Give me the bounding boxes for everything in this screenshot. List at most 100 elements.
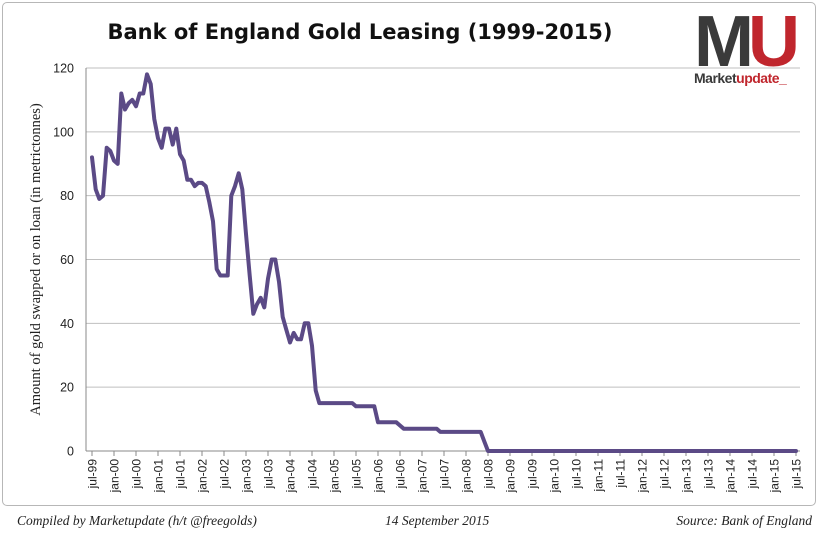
data-point bbox=[94, 187, 98, 191]
data-point bbox=[284, 328, 288, 332]
data-point bbox=[306, 321, 310, 325]
data-point bbox=[156, 136, 160, 140]
data-point bbox=[255, 302, 259, 306]
x-tick-label: jul-99 bbox=[86, 459, 100, 490]
data-point bbox=[222, 273, 226, 277]
y-tick-label: 40 bbox=[60, 317, 74, 331]
data-point bbox=[354, 404, 358, 408]
data-point bbox=[127, 101, 131, 105]
x-tick-label: jul-00 bbox=[130, 459, 144, 490]
x-tick-label: jan-07 bbox=[416, 459, 430, 494]
data-point bbox=[277, 280, 281, 284]
logo-wordmark: Marketupdate_ bbox=[694, 70, 787, 86]
data-point bbox=[185, 178, 189, 182]
y-tick-label: 120 bbox=[53, 62, 74, 76]
data-point bbox=[182, 159, 186, 163]
data-point bbox=[218, 273, 222, 277]
chart-frame bbox=[2, 2, 816, 506]
data-point bbox=[226, 273, 230, 277]
data-point bbox=[160, 146, 164, 150]
data-point bbox=[251, 312, 255, 316]
data-point bbox=[141, 92, 145, 96]
data-point bbox=[119, 92, 123, 96]
data-point bbox=[149, 82, 153, 86]
data-point bbox=[794, 449, 798, 453]
x-tick-label: jan-15 bbox=[768, 459, 782, 494]
data-point bbox=[438, 430, 442, 434]
x-tick-label: jul-15 bbox=[790, 459, 804, 490]
data-point bbox=[229, 194, 233, 198]
data-point bbox=[244, 232, 248, 236]
data-point bbox=[248, 273, 252, 277]
data-point bbox=[97, 197, 101, 201]
data-point bbox=[112, 159, 116, 163]
data-point bbox=[479, 430, 483, 434]
data-point bbox=[116, 162, 120, 166]
marketupdate-logo: MU Marketupdate_ bbox=[694, 6, 812, 92]
data-point bbox=[101, 194, 105, 198]
data-point bbox=[372, 404, 376, 408]
data-point bbox=[292, 331, 296, 335]
data-point bbox=[288, 340, 292, 344]
logo-word-update: update_ bbox=[736, 70, 787, 86]
logo-mark: MU bbox=[694, 6, 812, 78]
data-point bbox=[314, 388, 318, 392]
data-point bbox=[376, 420, 380, 424]
gridlines bbox=[86, 67, 800, 388]
data-point bbox=[325, 401, 329, 405]
data-point bbox=[281, 315, 285, 319]
x-tick-label: jan-13 bbox=[680, 459, 694, 494]
data-point bbox=[350, 401, 354, 405]
data-point bbox=[152, 117, 156, 121]
data-point bbox=[174, 127, 178, 131]
y-tick-label: 0 bbox=[67, 445, 74, 459]
data-point bbox=[398, 423, 402, 427]
logo-letter-m: M bbox=[694, 2, 754, 82]
x-tick-label: jan-12 bbox=[636, 459, 650, 494]
x-tick-label: jul-13 bbox=[702, 459, 716, 490]
data-point bbox=[394, 420, 398, 424]
data-point bbox=[303, 321, 307, 325]
data-point bbox=[270, 258, 274, 261]
x-tick-label: jul-06 bbox=[394, 459, 408, 490]
axes bbox=[85, 68, 800, 456]
x-tick-label: jan-05 bbox=[328, 459, 342, 494]
data-point bbox=[295, 337, 299, 341]
footer-source: Source: Bank of England bbox=[676, 513, 812, 528]
data-point bbox=[211, 219, 215, 223]
data-point bbox=[299, 337, 303, 341]
data-point bbox=[167, 127, 171, 131]
x-tick-label: jan-01 bbox=[152, 459, 166, 494]
data-point bbox=[240, 187, 244, 191]
logo-word-market: Market bbox=[694, 70, 737, 86]
data-point bbox=[138, 92, 142, 96]
footer-date: 14 September 2015 bbox=[385, 513, 490, 528]
data-point bbox=[486, 449, 490, 453]
chart-title: Bank of England Gold Leasing (1999-2015) bbox=[107, 20, 613, 44]
x-tick-label: jul-02 bbox=[218, 459, 232, 490]
series-layer bbox=[90, 72, 798, 453]
data-point bbox=[200, 181, 204, 185]
x-tick-label: jan-08 bbox=[460, 459, 474, 494]
data-point bbox=[134, 104, 138, 108]
y-tick-label: 20 bbox=[60, 381, 74, 395]
x-tick-label: jul-11 bbox=[614, 459, 628, 489]
data-point bbox=[475, 430, 479, 434]
x-tick-label: jan-14 bbox=[724, 459, 738, 494]
logo-letter-u: U bbox=[747, 2, 800, 82]
data-point bbox=[259, 296, 263, 300]
data-point bbox=[482, 439, 486, 443]
data-point bbox=[193, 184, 197, 188]
x-tick-label: jan-10 bbox=[548, 459, 562, 494]
y-tick-label: 100 bbox=[53, 125, 74, 139]
data-point bbox=[321, 401, 325, 405]
x-tick-label: jan-03 bbox=[240, 459, 254, 494]
x-tick-label: jul-07 bbox=[438, 459, 452, 490]
data-point bbox=[90, 155, 94, 159]
y-tick-label: 80 bbox=[60, 189, 74, 203]
data-point bbox=[207, 200, 211, 204]
data-point bbox=[233, 184, 237, 188]
data-point bbox=[435, 427, 439, 431]
x-tick-label: jul-03 bbox=[262, 459, 276, 490]
